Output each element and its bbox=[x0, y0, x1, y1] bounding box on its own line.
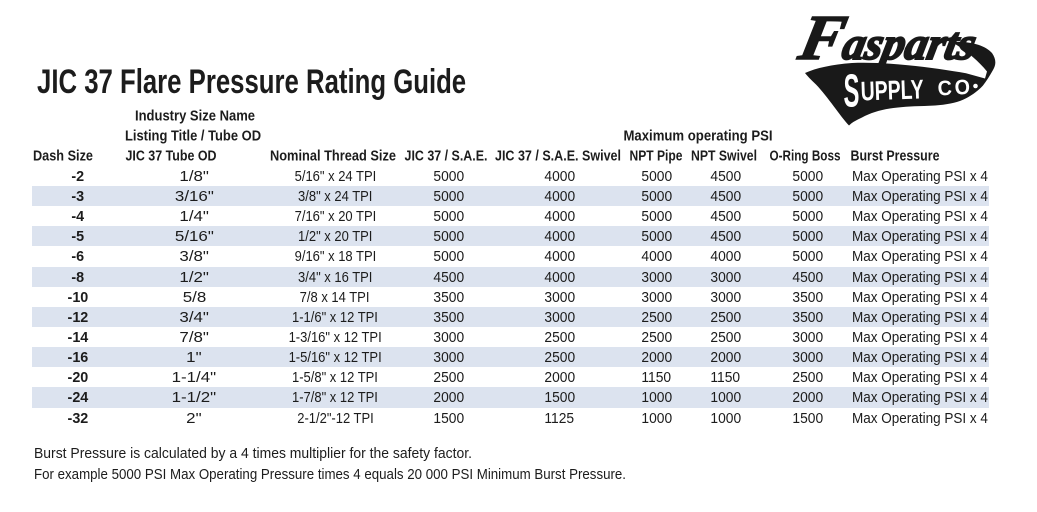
svg-text:CO: CO bbox=[937, 76, 973, 100]
svg-text:UPPLY: UPPLY bbox=[860, 74, 924, 106]
svg-text:S: S bbox=[844, 65, 860, 116]
svg-text:asparts: asparts bbox=[838, 19, 981, 69]
